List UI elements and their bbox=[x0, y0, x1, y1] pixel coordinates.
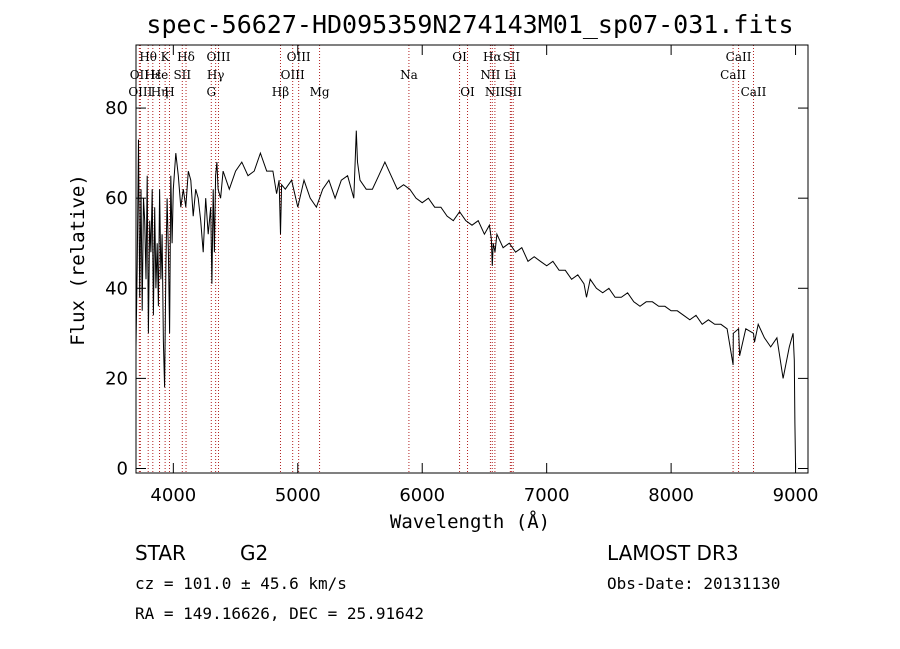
marker-label-5: K bbox=[161, 50, 171, 64]
x-tick-label: 8000 bbox=[648, 485, 694, 506]
marker-label-27: CaII bbox=[720, 68, 746, 82]
marker-label-22: NII bbox=[480, 68, 500, 82]
marker-label-24: NII bbox=[485, 85, 505, 99]
marker-label-21: SII bbox=[502, 50, 520, 64]
y-tick-label: 20 bbox=[105, 368, 128, 389]
y-axis-label: Flux (relative) bbox=[67, 174, 89, 346]
marker-label-2: OIII bbox=[128, 85, 152, 99]
marker-label-4: Hη bbox=[151, 85, 169, 99]
marker-label-20: Hα bbox=[483, 50, 502, 64]
y-tick-label: 40 bbox=[105, 278, 128, 299]
marker-label-7: SII bbox=[173, 68, 191, 82]
x-axis-label: Wavelength (Å) bbox=[390, 510, 550, 533]
marker-label-25: SII bbox=[504, 85, 522, 99]
marker-label-10: OIII bbox=[206, 50, 230, 64]
marker-label-9: Hδ bbox=[177, 50, 195, 64]
y-axis-ticks: 0 20 40 60 80 bbox=[105, 98, 808, 479]
chart-title: spec-56627-HD095359N274143M01_sp07-031.f… bbox=[146, 10, 793, 39]
x-tick-label: 5000 bbox=[275, 485, 321, 506]
marker-label-19: OI bbox=[460, 85, 475, 99]
y-tick-label: 0 bbox=[117, 458, 128, 479]
marker-label-11: Hγ bbox=[207, 68, 225, 82]
spectral-subclass: G2 bbox=[240, 541, 268, 565]
spectral-line-labels: Hθ OII OIII Hε Hη K He SII H Hδ OIII Hγ G OIII OIII Hβ M… bbox=[128, 50, 766, 99]
marker-label-16: Mg bbox=[310, 85, 330, 99]
marker-label-3: Hε bbox=[144, 68, 161, 82]
marker-label-13: OIII bbox=[287, 50, 311, 64]
redshift-value: cz = 101.0 ± 45.6 km/s bbox=[135, 574, 347, 593]
marker-label-6: He bbox=[151, 68, 169, 82]
x-tick-label: 7000 bbox=[524, 485, 570, 506]
sky-coordinates: RA = 149.16626, DEC = 25.91642 bbox=[135, 604, 424, 623]
marker-label-28: CaII bbox=[741, 85, 767, 99]
marker-label-8: H bbox=[164, 85, 174, 99]
spectrum-series-line bbox=[135, 130, 797, 469]
y-tick-label: 80 bbox=[105, 98, 128, 119]
x-tick-label: 9000 bbox=[773, 485, 819, 506]
spectral-line-markers bbox=[138, 45, 754, 473]
marker-label-1: OII bbox=[130, 68, 150, 82]
marker-label-12: G bbox=[206, 85, 216, 99]
observation-date: Obs-Date: 20131130 bbox=[607, 574, 780, 593]
plot-frame bbox=[135, 44, 809, 474]
x-tick-label: 4000 bbox=[150, 485, 196, 506]
survey-name: LAMOST DR3 bbox=[607, 541, 739, 565]
object-type: STAR bbox=[135, 541, 186, 565]
marker-label-15: Hβ bbox=[272, 85, 289, 99]
y-tick-label: 60 bbox=[105, 188, 128, 209]
marker-label-14: OIII bbox=[281, 68, 305, 82]
x-axis-ticks: 4000 5000 6000 7000 8000 9000 bbox=[150, 45, 818, 506]
marker-label-23: Li bbox=[504, 68, 516, 82]
marker-label-17: Na bbox=[400, 68, 418, 82]
marker-label-26: CaII bbox=[726, 50, 752, 64]
marker-label-0: Hθ bbox=[139, 50, 157, 64]
x-tick-label: 6000 bbox=[399, 485, 445, 506]
marker-label-18: OI bbox=[452, 50, 467, 64]
